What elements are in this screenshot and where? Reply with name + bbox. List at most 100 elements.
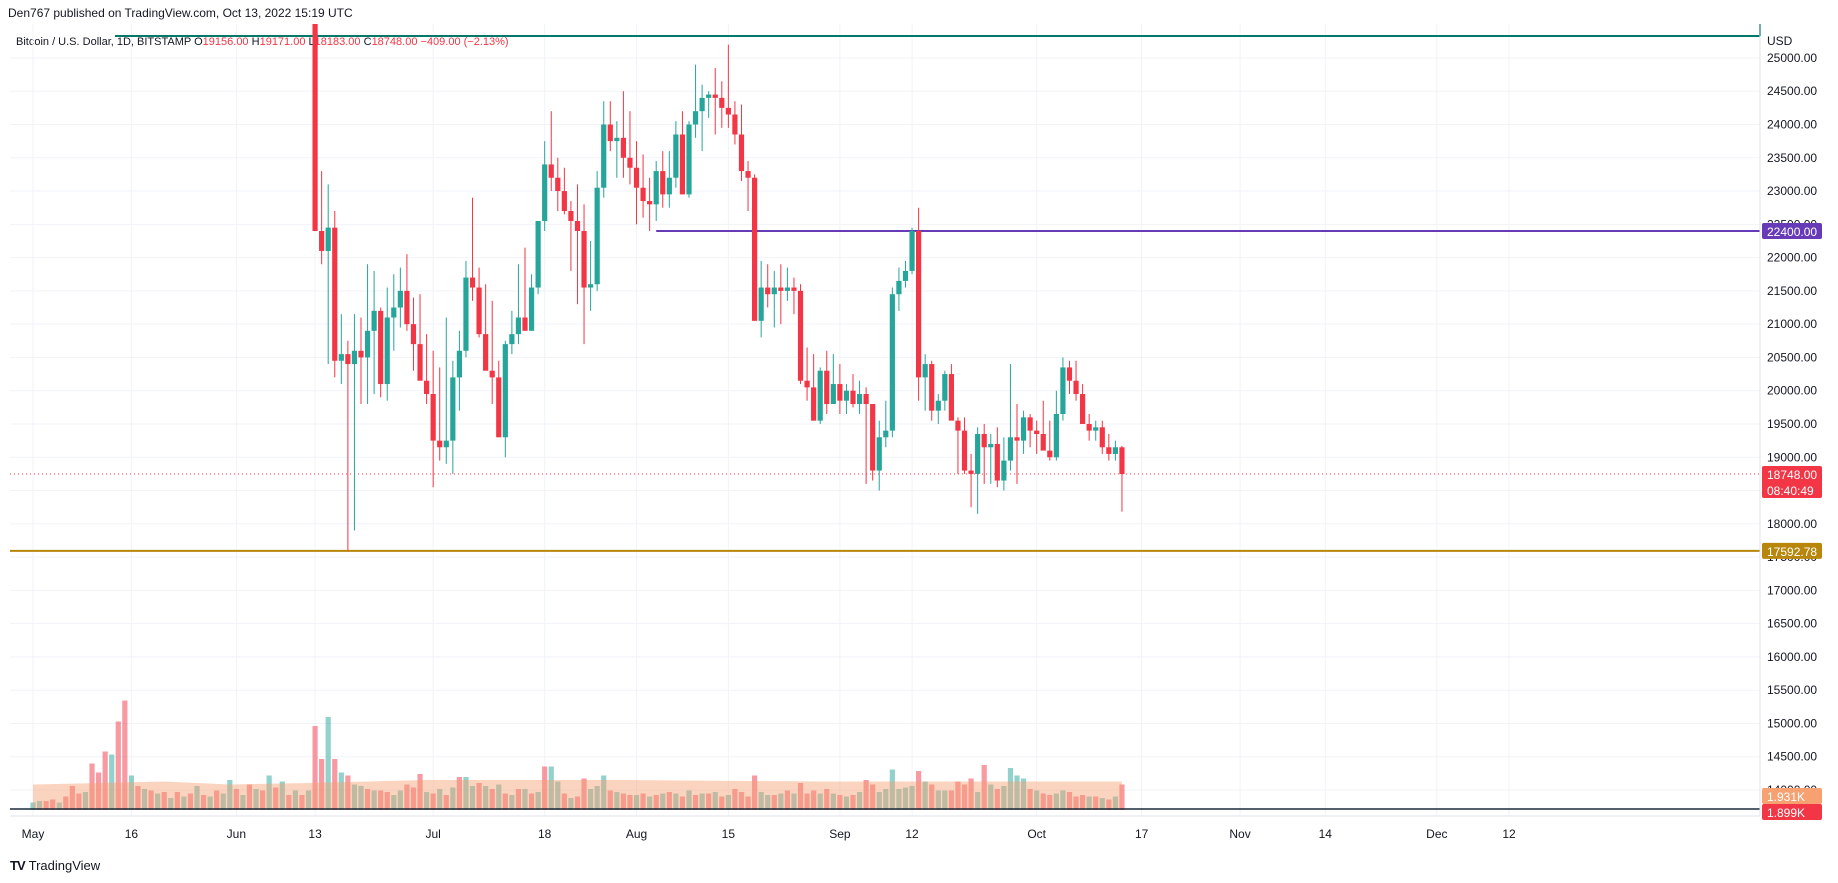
candle-body	[870, 404, 876, 471]
candle	[528, 274, 535, 331]
candle-body	[922, 364, 928, 378]
candle-body	[660, 171, 666, 195]
support-tag-text: 17592.78	[1767, 545, 1817, 559]
volume-bar	[686, 790, 692, 810]
volume-bar	[666, 792, 672, 810]
candle	[542, 141, 548, 231]
candle	[1040, 400, 1046, 451]
volume-bar	[141, 789, 148, 810]
candle	[738, 104, 745, 182]
volume-bar	[233, 789, 239, 810]
candle	[692, 64, 699, 138]
candle-body	[916, 230, 922, 378]
volume-bar	[1093, 796, 1099, 810]
candle	[870, 404, 876, 481]
candle-body	[522, 317, 528, 331]
candle-body	[1073, 380, 1079, 395]
time-tick-label: Jul	[425, 827, 440, 841]
volume-bar	[155, 793, 161, 810]
candle	[620, 91, 626, 178]
candle-body	[607, 124, 613, 142]
volume-bar	[1053, 793, 1059, 810]
candle	[489, 300, 495, 405]
volume-bar	[325, 717, 331, 810]
resistance-tag-box	[1762, 222, 1822, 239]
candle	[784, 267, 790, 301]
time-tick-label: Dec	[1426, 827, 1447, 841]
candle-body	[843, 390, 850, 401]
volume-bar	[227, 780, 233, 810]
candle-body	[666, 177, 672, 195]
support-tag: 17592.78	[1762, 542, 1822, 559]
candle	[574, 184, 581, 305]
volume-bar	[981, 765, 987, 810]
candle	[384, 287, 390, 401]
candle-body	[404, 290, 410, 325]
candle	[509, 310, 515, 355]
candle-body	[542, 164, 548, 221]
candle	[916, 207, 922, 401]
candle	[712, 67, 718, 135]
volume-bar	[404, 784, 410, 810]
volume-bar	[581, 778, 587, 810]
chart-grid	[10, 24, 1760, 816]
candle	[1119, 445, 1125, 512]
volume-bar	[699, 793, 705, 810]
candle	[745, 161, 751, 212]
price-axis[interactable]: USD 25000.00 24500.00 24000.00 23500.00 23000…	[1759, 24, 1817, 816]
volume-bar	[299, 795, 305, 810]
volume-bar	[633, 795, 640, 810]
symbol-name[interactable]: Bitcoin / U.S. Dollar, 1D, BITSTAMP	[16, 36, 192, 48]
candle	[332, 211, 338, 378]
volume-bar	[784, 790, 790, 810]
candle-body	[509, 334, 515, 345]
candle-body	[1040, 433, 1046, 451]
volume-bar	[653, 795, 659, 810]
candle	[548, 111, 554, 192]
volume-bar	[863, 780, 869, 810]
candle-body	[824, 370, 830, 405]
candle-body	[640, 187, 646, 202]
volume-bar	[883, 789, 889, 810]
volume-bar	[548, 766, 554, 810]
time-axis[interactable]: May 16 Jun 13 Jul 18 Aug 15 Sep 12 Oct 17 Nov 14 Dec 12	[10, 815, 1760, 841]
volume-bar	[50, 799, 56, 810]
candle	[660, 151, 666, 208]
candle	[889, 287, 895, 438]
time-tick-label: Aug	[626, 827, 647, 841]
volume-bar	[791, 793, 797, 810]
volume-bar	[56, 802, 62, 810]
candle-body	[811, 387, 817, 421]
candle	[443, 317, 449, 464]
price-tick-label: 20000.00	[1767, 384, 1817, 398]
candle-body	[456, 350, 462, 378]
candle-body	[548, 164, 554, 178]
candle-body	[463, 277, 469, 351]
volume-bar	[732, 789, 738, 810]
candle	[496, 360, 502, 438]
footer-brand[interactable]: TV TradingView	[10, 858, 100, 873]
volume-bar	[889, 769, 895, 810]
volume-bar	[489, 789, 495, 810]
candle-body	[883, 430, 889, 438]
candle-body	[955, 420, 961, 431]
time-tick-label: Nov	[1229, 827, 1250, 841]
candle	[456, 330, 462, 411]
candle	[1086, 414, 1092, 441]
horizontal-lines[interactable]	[10, 24, 1761, 552]
price-tick-label: 16000.00	[1767, 650, 1817, 664]
volume-bar	[82, 792, 89, 810]
candle-body	[1060, 367, 1066, 414]
candle-body	[515, 317, 522, 335]
candle-body	[988, 443, 994, 448]
volume-bar	[601, 775, 607, 810]
candle-body	[502, 344, 508, 438]
candle	[804, 347, 810, 401]
candle	[627, 111, 633, 185]
candle-body	[712, 94, 718, 98]
volume-bar	[647, 796, 653, 810]
candle-body	[679, 134, 686, 195]
open-label: O	[194, 36, 203, 48]
candle-body	[417, 344, 423, 381]
